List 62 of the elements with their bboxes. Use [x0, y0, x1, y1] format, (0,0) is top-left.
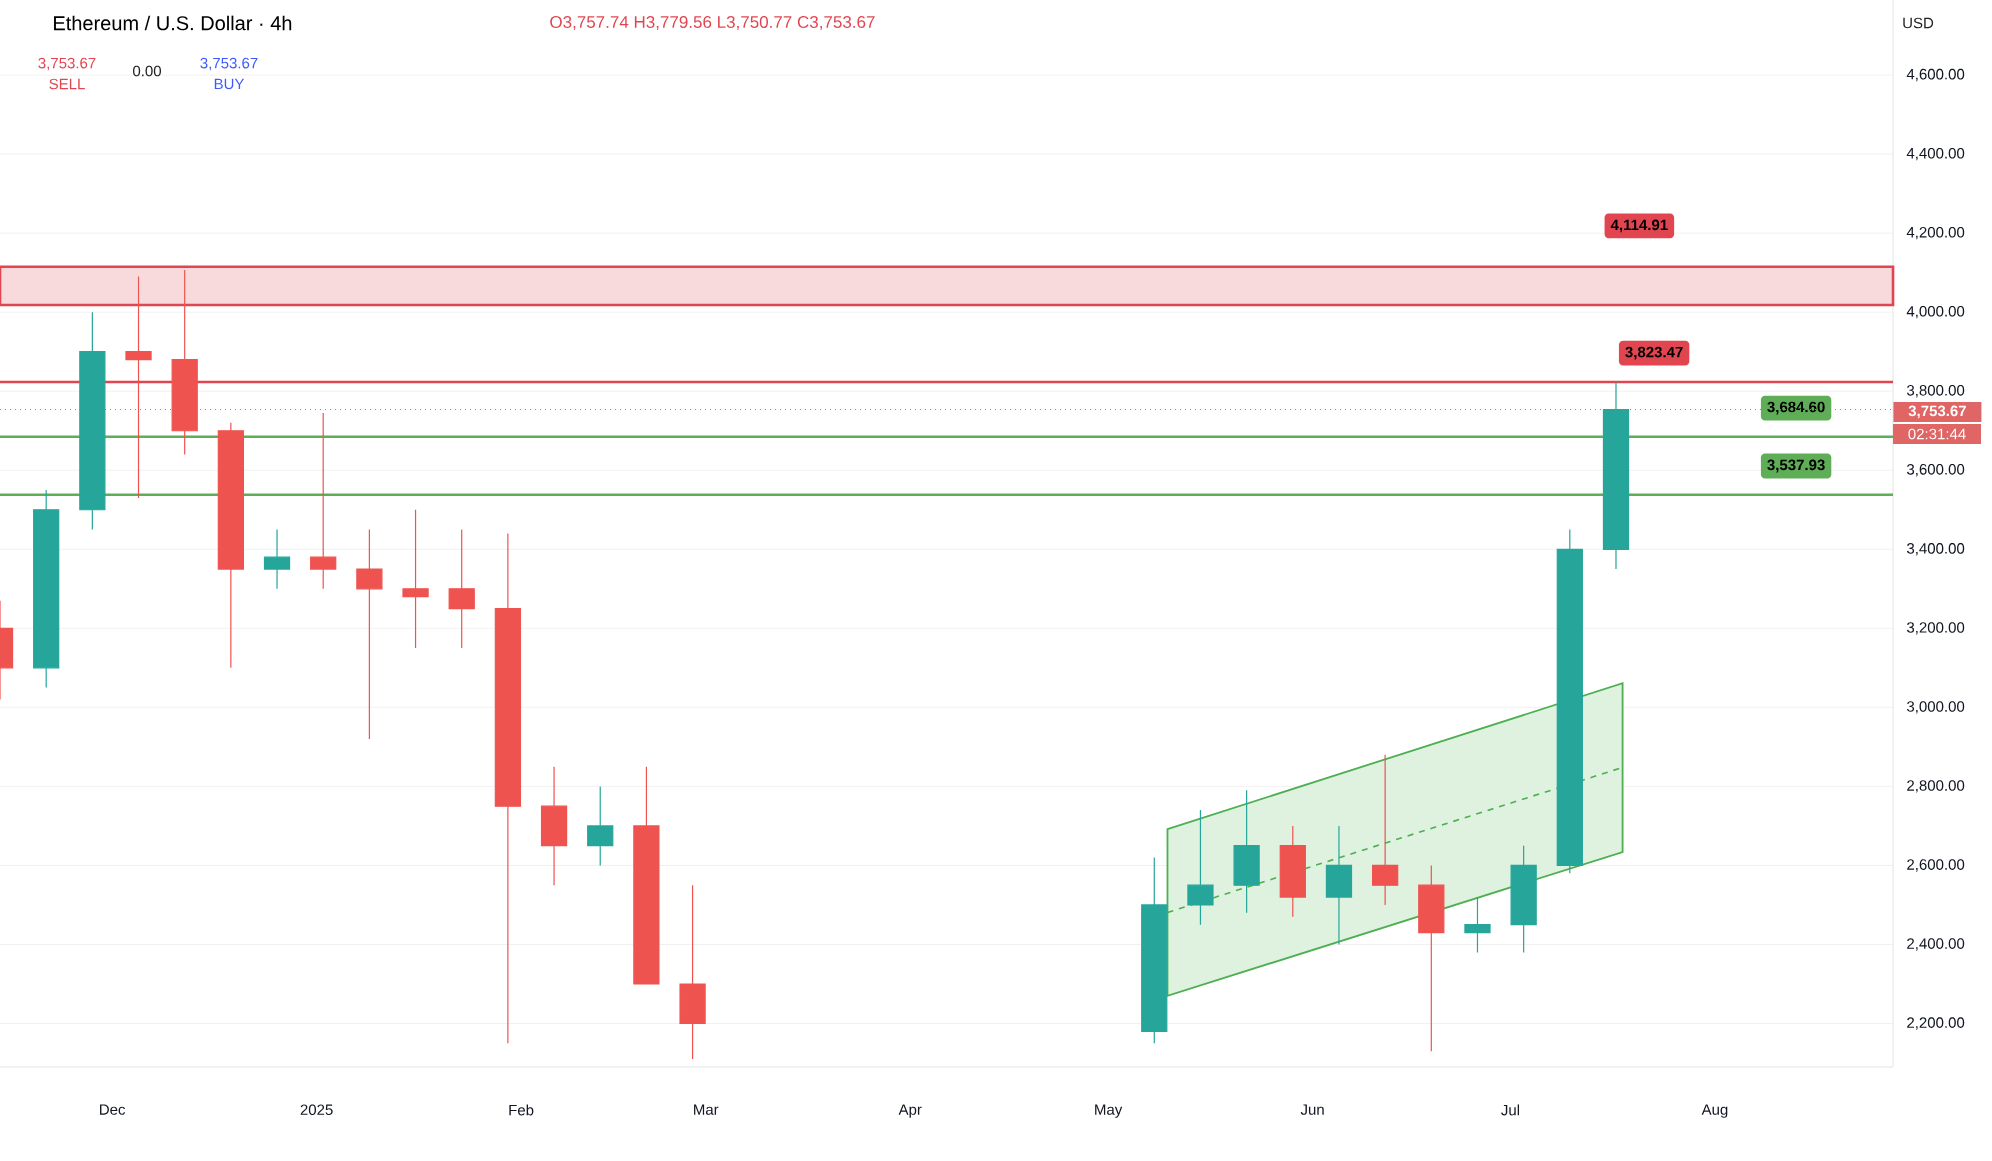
y-tick-label: 3,200.00 — [1906, 622, 1965, 635]
y-tick-label: 4,400.00 — [1906, 147, 1965, 161]
x-tick-label: Mar — [694, 1104, 719, 1115]
y-tick-label: 2,600.00 — [1907, 859, 1965, 872]
candlestick — [310, 412, 337, 590]
candlestick — [356, 528, 383, 740]
candlestick — [633, 766, 660, 985]
candlestick — [540, 766, 568, 886]
y-tick-label: 2,400.00 — [1907, 938, 1965, 951]
x-tick-label: Jun — [1300, 1104, 1324, 1115]
candlestick — [79, 311, 106, 531]
candlestick — [1372, 754, 1399, 906]
x-tick-label: Feb — [509, 1104, 534, 1116]
candlestick — [1233, 789, 1260, 914]
candlestick — [1279, 825, 1306, 918]
candlestick — [679, 884, 706, 1060]
y-tick-label: 4,600.00 — [1906, 68, 1965, 82]
y-tick-label: 3,400.00 — [1906, 543, 1965, 556]
candlestick — [448, 528, 475, 649]
x-tick-label: Apr — [898, 1104, 922, 1118]
annotation: 0.00 — [133, 65, 162, 77]
candlestick — [1556, 528, 1583, 874]
x-tick-label: Dec — [100, 1104, 126, 1115]
candlestick — [1325, 825, 1353, 946]
y-tick-label: 4,000.00 — [1906, 305, 1965, 319]
candlestick — [33, 489, 60, 689]
x-tick-label: 2025 — [300, 1104, 333, 1116]
x-tick-label: Aug — [1701, 1104, 1728, 1118]
y-tick-label: 3,000.00 — [1906, 701, 1965, 714]
annotation: BUY — [214, 78, 245, 90]
x-tick-label: May — [1095, 1104, 1123, 1118]
ref-line-label: 3,537.93 — [1767, 459, 1825, 473]
candlestick — [263, 528, 291, 590]
x-tick-label: Jul — [1501, 1104, 1520, 1116]
text: USD — [1903, 17, 1934, 29]
annotation: 3,753.67 — [38, 57, 96, 71]
candlestick — [171, 269, 198, 456]
candlestick — [587, 785, 614, 867]
y-tick-label: 2,200.00 — [1907, 1017, 1965, 1030]
text: O3,757.74 H3,779.56 L3,750.77 C3,753.67 — [550, 15, 875, 30]
ref-line-label: 3,823.47 — [1625, 346, 1683, 360]
text: 02:31:44 — [1908, 428, 1966, 440]
y-tick-label: 4,200.00 — [1906, 226, 1965, 240]
annotation: 3,753.67 — [200, 57, 258, 71]
candlestick — [402, 509, 429, 649]
y-tick-label: 3,800.00 — [1906, 385, 1965, 398]
band-label: 4,114.91 — [1610, 219, 1668, 233]
y-tick-label: 3,600.00 — [1906, 464, 1965, 477]
text: Ethereum / U.S. Dollar · 4h — [54, 15, 292, 31]
candlestick — [125, 276, 152, 499]
annotation: SELL — [49, 78, 85, 90]
candlestick — [1141, 856, 1168, 1044]
candlestick — [1510, 845, 1537, 953]
ref-line-label: 3,684.60 — [1767, 401, 1825, 415]
candlestick — [1418, 864, 1445, 1052]
candlestick — [1187, 809, 1214, 926]
candlestick — [217, 422, 244, 669]
y-tick-label: 2,800.00 — [1907, 780, 1965, 793]
candlestick — [1464, 896, 1491, 953]
ref-line-label: 3,753.67 — [1908, 405, 1966, 419]
candlestick — [1602, 381, 1630, 570]
candlestick — [494, 532, 522, 1044]
